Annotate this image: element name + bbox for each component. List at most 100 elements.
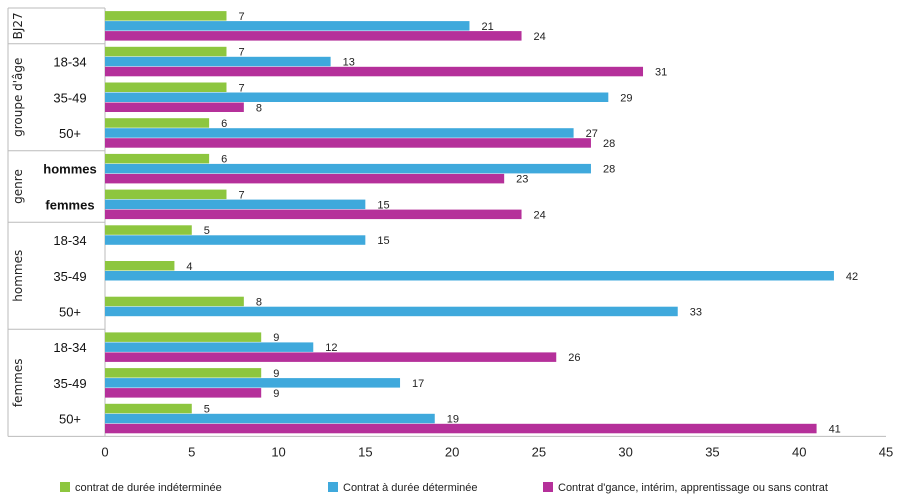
bar [105,413,435,424]
bar [105,261,175,271]
bar [105,332,262,342]
bar [105,271,834,281]
data-label: 28 [603,138,615,150]
x-axis: 0 5 10 15 20 25 30 35 40 45 [101,435,893,459]
data-label: 5 [204,225,210,237]
data-label: 15 [377,235,389,247]
bar [105,388,262,398]
bar [105,128,574,138]
data-label: 24 [534,209,546,221]
data-label: 42 [846,271,858,283]
x-tick-label: 30 [618,444,632,459]
data-label: 7 [238,47,244,59]
data-label: 8 [256,296,262,308]
data-label: 8 [256,102,262,114]
data-label: 6 [221,118,227,130]
bar [105,378,401,388]
x-tick-label: 25 [532,444,546,459]
bar [105,11,227,21]
x-tick-label: 10 [271,444,285,459]
data-label: 7 [238,11,244,23]
bar [105,235,366,245]
data-label: 21 [481,21,493,33]
x-tick-label: 0 [101,444,108,459]
bar [105,138,591,148]
category-label: 35-49 [53,90,86,105]
group-label: femmes [11,359,25,408]
bar [105,296,244,307]
bar [105,209,522,220]
data-label: 13 [343,57,355,69]
legend-swatch [328,482,338,492]
bar [105,306,678,317]
bar [105,189,227,200]
bar [105,66,644,77]
data-label: 5 [204,404,210,416]
bar [105,352,557,362]
bar [105,225,192,235]
bar [105,403,192,414]
legend: contrat de durée indéterminée Contrat à d… [60,482,828,494]
legend-swatch [60,482,70,492]
chart-frame [7,7,106,437]
bar [105,46,227,57]
x-tick-label: 15 [358,444,372,459]
data-label: 28 [603,164,615,176]
bar [105,31,522,41]
category-labels: BJ27 18-34 35-49 50+ groupe d'âge hommes femme… [11,12,97,426]
bar [105,199,366,210]
x-tick-label: 40 [792,444,806,459]
x-tick-label: 20 [445,444,459,459]
data-label: 31 [655,67,667,79]
legend-label: Contrat à durée déterminée [343,482,478,494]
bar [105,82,227,92]
data-labels: 7 21 24 7 13 31 7 29 8 6 27 28 6 28 23 7 15 24 5 15 4 42 8 33 9 1… [186,11,858,436]
category-label: 50+ [59,126,81,141]
bar [105,423,817,434]
bar [105,342,314,352]
group-label: groupe d'âge [11,58,25,137]
data-label: 19 [447,414,459,426]
data-label: 15 [377,199,389,211]
bar [105,153,210,164]
category-label: 50+ [59,304,81,319]
data-label: 26 [568,352,580,364]
data-label: 12 [325,342,337,354]
bar [105,118,210,128]
data-label: 7 [238,189,244,201]
bar [105,163,591,174]
legend-label: contrat de durée indéterminée [75,482,222,494]
data-label: 24 [534,31,546,43]
category-label: 18-34 [53,55,86,70]
category-label: 18-34 [53,233,86,248]
category-label: 35-49 [53,269,86,284]
group-label: genre [11,169,25,204]
bar [105,368,262,378]
data-label: 9 [273,332,279,344]
data-label: 29 [620,92,632,104]
data-label: 27 [586,128,598,140]
data-label: 23 [516,174,528,186]
x-tick-label: 35 [705,444,719,459]
data-label: 6 [221,154,227,166]
data-label: 7 [238,82,244,94]
bar [105,92,609,102]
x-tick-label: 45 [879,444,893,459]
x-tick-label: 5 [188,444,195,459]
bar [105,56,331,67]
category-label: femmes [45,197,94,212]
data-label: 9 [273,388,279,400]
data-label: 41 [829,424,841,436]
legend-swatch [543,482,553,492]
category-label: 18-34 [53,340,86,355]
legend-label: Contrat d'gance, intérim, apprentissage … [558,482,828,494]
data-label: 9 [273,368,279,380]
category-label: 50+ [59,412,81,427]
data-label: 4 [186,261,192,273]
category-label: hommes [43,162,96,177]
group-label: hommes [11,250,25,302]
bars [105,11,834,434]
data-label: 33 [690,306,702,318]
group-label: BJ27 [11,12,25,39]
